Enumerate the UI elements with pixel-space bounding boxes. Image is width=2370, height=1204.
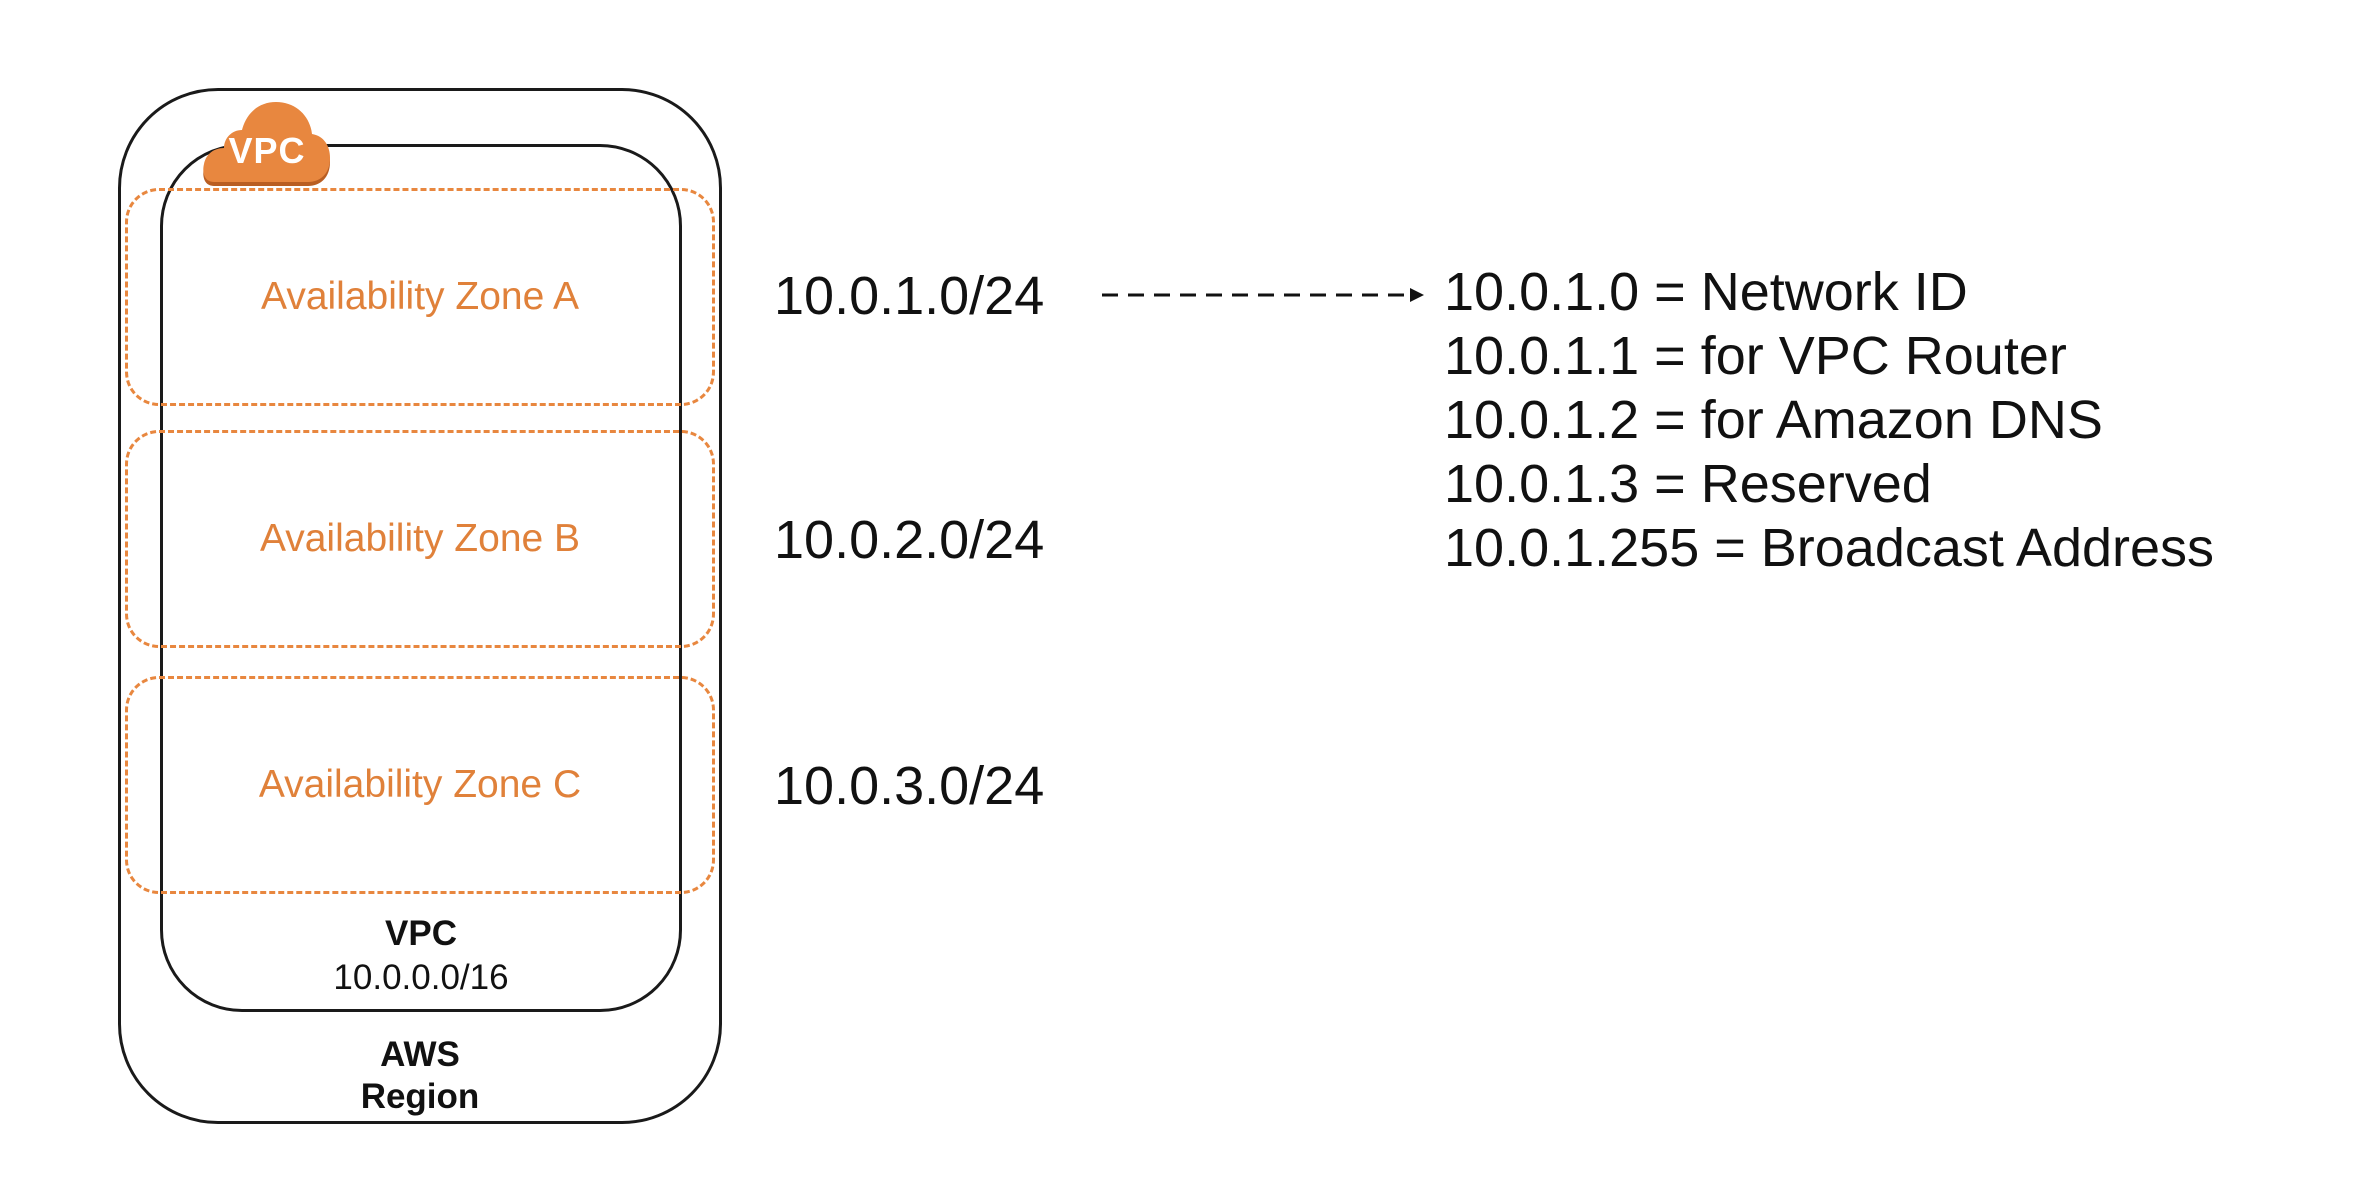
reserved-address-item: 10.0.1.3 = Reserved [1444,454,1932,514]
reserved-address-item: 10.0.1.255 = Broadcast Address [1444,518,2215,578]
subnet-c-cidr: 10.0.3.0/24 [774,756,1045,816]
dashed-arrow-icon [1102,288,1424,302]
subnet-a-cidr: 10.0.1.0/24 [774,266,1045,326]
availability-zone-a-label: Availability Zone A [261,275,579,318]
reserved-address-item: 10.0.1.0 = Network ID [1444,262,1968,322]
vpc-cidr-label: 10.0.0.0/16 [333,958,509,997]
reserved-address-item: 10.0.1.2 = for Amazon DNS [1444,390,2103,450]
subnet-b-cidr: 10.0.2.0/24 [774,510,1045,570]
availability-zone-b: Availability Zone B [125,430,715,648]
region-label-line1: AWS [380,1035,460,1074]
vpc-name-label: VPC [385,914,457,953]
vpc-container [160,144,682,1012]
region-label-line2: Region [360,1077,480,1116]
aws-region-container [118,88,722,1124]
region-label: AWS Region [118,1034,722,1118]
reserved-address-item: 10.0.1.1 = for VPC Router [1444,326,2067,386]
availability-zone-c: Availability Zone C [125,676,715,894]
availability-zone-c-label: Availability Zone C [258,763,582,806]
availability-zone-b-label: Availability Zone B [259,517,581,560]
vpc-icon-label: VPC [228,130,306,171]
availability-zone-a: Availability Zone A [125,188,715,406]
reserved-address-list: 10.0.1.0 = Network ID 10.0.1.1 = for VPC… [1444,260,2214,580]
vpc-cloud-icon [203,102,330,186]
